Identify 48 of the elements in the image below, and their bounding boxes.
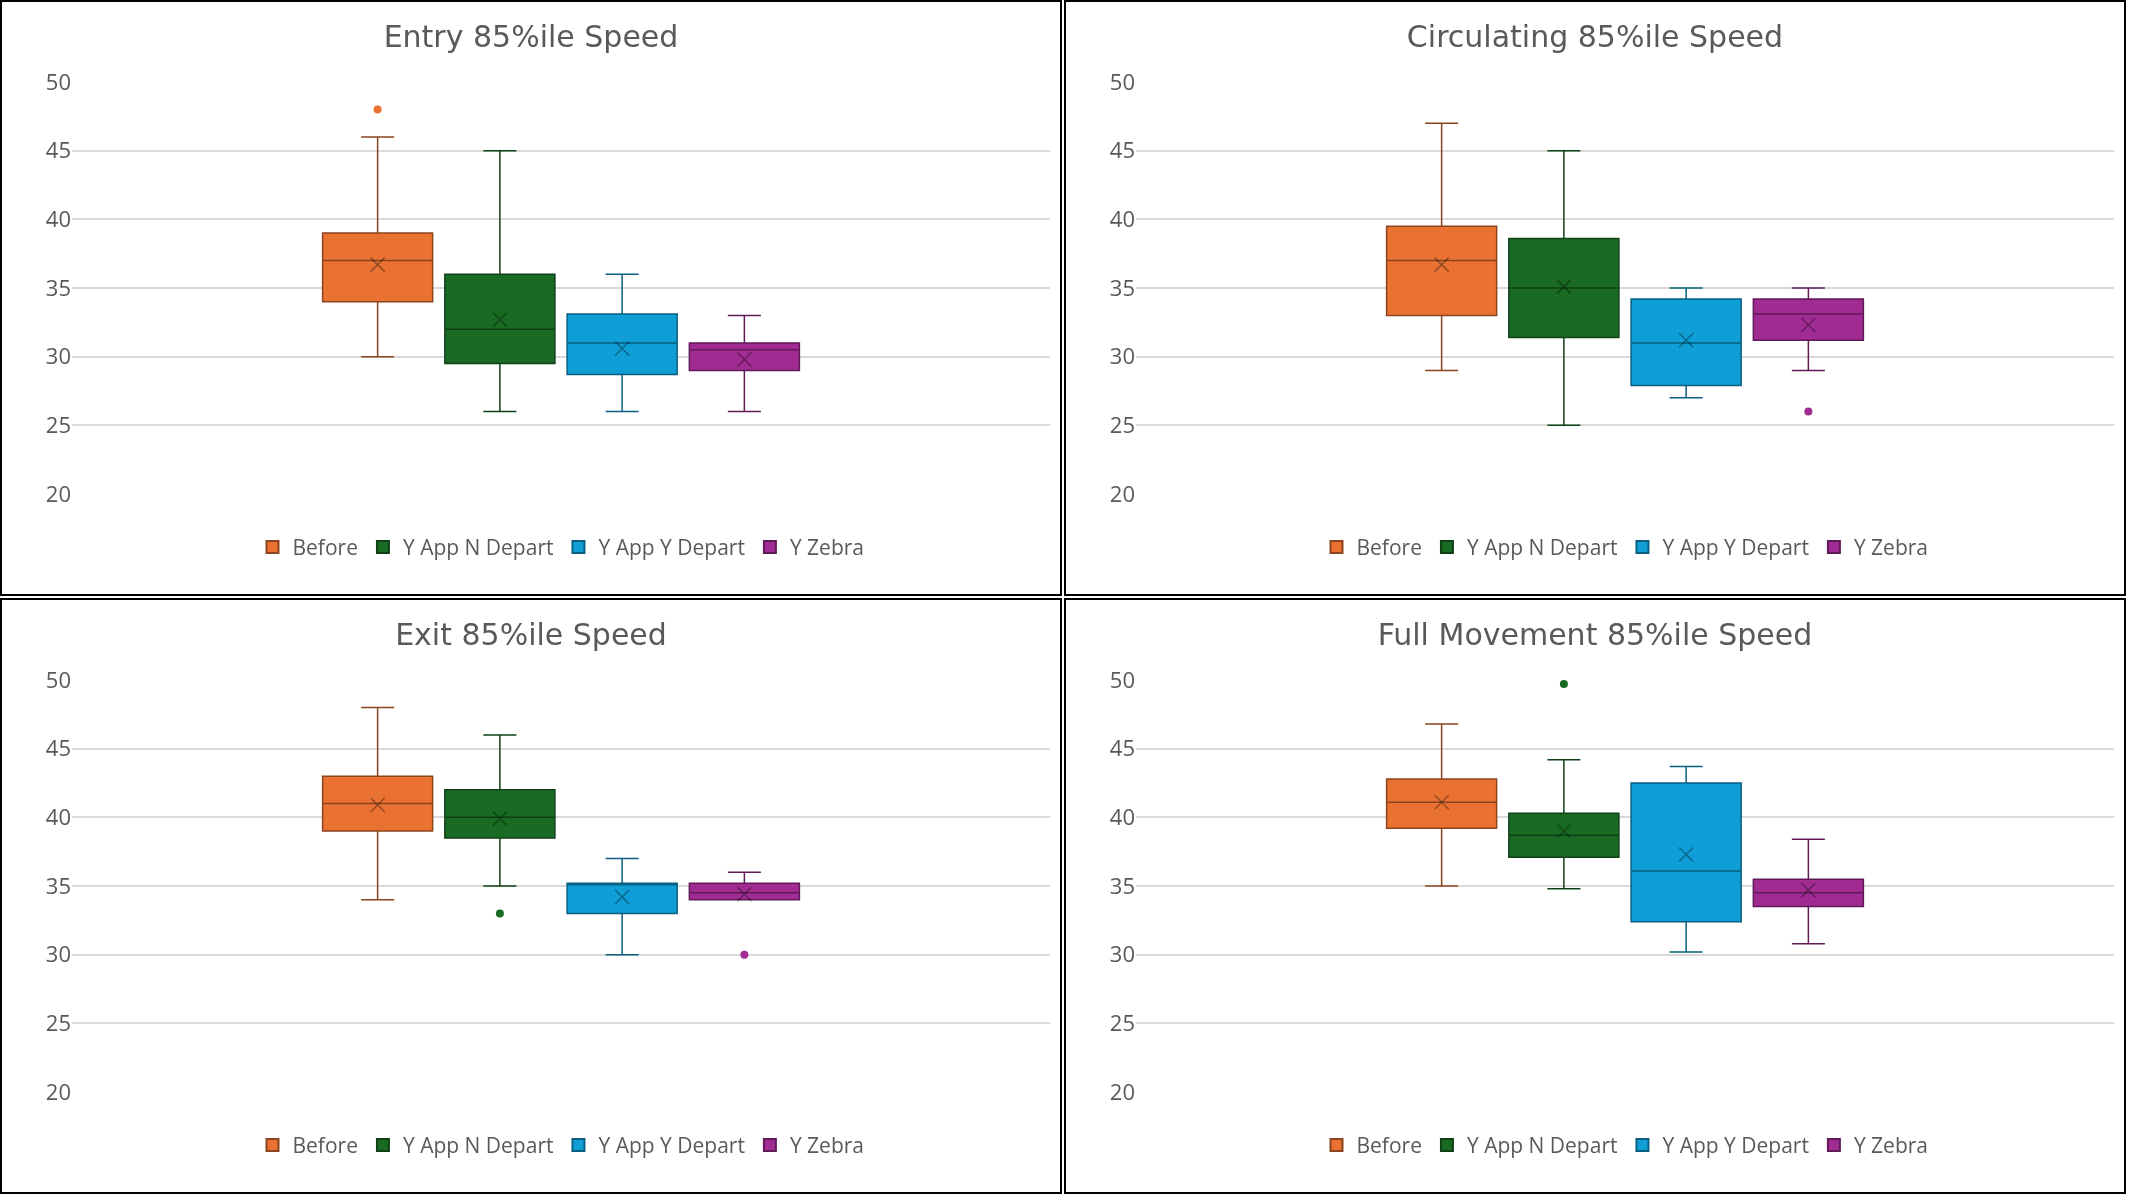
y-tick-label: 20	[45, 477, 71, 508]
y-tick-label: 50	[45, 65, 71, 96]
legend-label: Y App N Depart	[1466, 1131, 1618, 1160]
legend-label: Y Zebra	[789, 1131, 864, 1160]
y-tick-label: 40	[45, 801, 71, 832]
legend-label: Before	[1356, 533, 1422, 562]
y-tick-label: 35	[45, 271, 71, 302]
y-tick-label: 45	[45, 732, 71, 763]
y-tick-label: 40	[1109, 801, 1135, 832]
chart-title: Full Movement 85%ile Speed	[1377, 616, 1813, 652]
legend-label: Before	[292, 533, 358, 562]
y-tick-label: 35	[1109, 869, 1135, 900]
legend-label: Y App N Depart	[402, 533, 554, 562]
y-tick-label: 45	[45, 134, 71, 165]
legend-label: Before	[292, 1131, 358, 1160]
y-tick-label: 20	[1109, 1075, 1135, 1106]
chart-title: Entry 85%ile Speed	[383, 18, 679, 54]
legend-label: Y Zebra	[1853, 533, 1928, 562]
y-tick-label: 40	[45, 203, 71, 234]
y-tick-label: 20	[1109, 477, 1135, 508]
y-tick-label: 25	[45, 1007, 71, 1038]
legend-label: Y App N Depart	[1466, 533, 1618, 562]
chart-title: Exit 85%ile Speed	[395, 616, 667, 652]
y-tick-label: 25	[1109, 1007, 1135, 1038]
legend-label: Y Zebra	[1853, 1131, 1928, 1160]
y-tick-label: 30	[45, 340, 71, 371]
y-tick-label: 45	[1109, 732, 1135, 763]
y-tick-label: 50	[1109, 65, 1135, 96]
legend-label: Y App Y Depart	[1662, 533, 1809, 562]
legend-label: Y App Y Depart	[1662, 1131, 1809, 1160]
legend-label: Y Zebra	[789, 533, 864, 562]
legend-label: Y App Y Depart	[598, 1131, 745, 1160]
y-tick-label: 40	[1109, 203, 1135, 234]
legend-label: Y App N Depart	[402, 1131, 554, 1160]
y-tick-label: 35	[45, 869, 71, 900]
y-tick-label: 50	[1109, 663, 1135, 694]
legend-label: Y App Y Depart	[598, 533, 745, 562]
y-tick-label: 30	[45, 938, 71, 969]
y-tick-label: 30	[1109, 340, 1135, 371]
y-tick-label: 30	[1109, 938, 1135, 969]
y-tick-label: 25	[1109, 409, 1135, 440]
y-tick-label: 50	[45, 663, 71, 694]
y-tick-label: 45	[1109, 134, 1135, 165]
y-tick-label: 20	[45, 1075, 71, 1106]
y-tick-label: 25	[45, 409, 71, 440]
legend-label: Before	[1356, 1131, 1422, 1160]
y-tick-label: 35	[1109, 271, 1135, 302]
chart-title: Circulating 85%ile Speed	[1406, 18, 1784, 54]
